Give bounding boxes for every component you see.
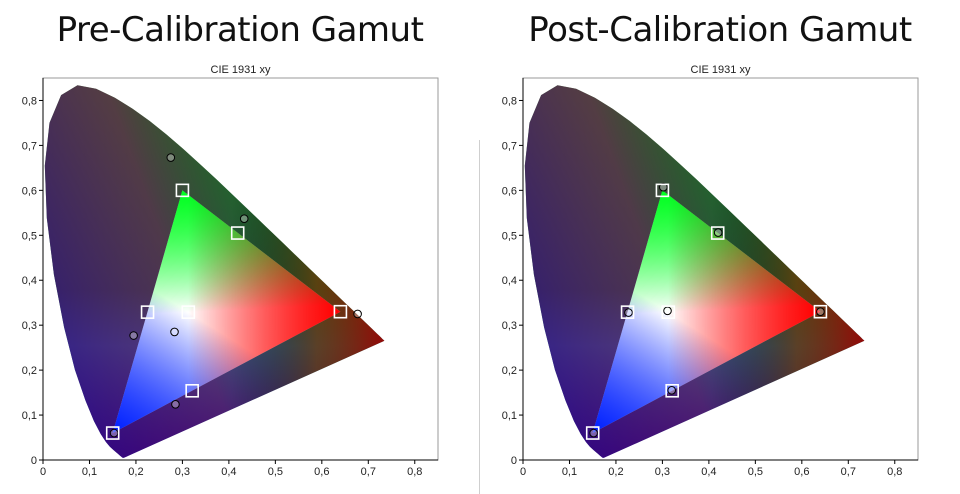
measured-point-red — [816, 307, 825, 316]
x-tick-label: 0,1 — [562, 466, 577, 478]
target-point-yellow — [710, 226, 725, 240]
measured-point-green — [166, 153, 176, 162]
measured-point-yellow — [713, 228, 723, 237]
x-tick-label: 0,8 — [887, 466, 902, 478]
pre-calibration-panel: Pre-Calibration Gamut 0 0,1 0,2 0,3 0,4 0,5 0,… — [22, 10, 439, 478]
panel-divider — [479, 140, 480, 494]
target-point-cyan — [140, 305, 155, 319]
x-tick-label: 0,6 — [314, 466, 329, 478]
panel-heading: Pre-Calibration Gamut — [56, 10, 424, 50]
y-tick-label: 0,8 — [502, 95, 517, 107]
measured-point-cyan — [624, 308, 633, 317]
target-point-red — [333, 304, 348, 319]
x-tick-label: 0,2 — [128, 466, 143, 478]
panel-heading: Post-Calibration Gamut — [528, 10, 912, 50]
x-tick-label: 0,3 — [175, 466, 190, 478]
cie-chart-pre: 0 0,1 0,2 0,3 0,4 0,5 0,6 0,7 0,8 0 0,1 0,2 0,3 0,4 0,… — [22, 64, 439, 478]
y-tick-label: 0,8 — [22, 95, 37, 107]
y-tick-label: 0 — [31, 455, 37, 467]
target-point-green — [175, 183, 190, 198]
measured-point-magenta — [171, 399, 180, 409]
x-tick-label: 0,5 — [268, 466, 283, 478]
target-point-magenta — [665, 383, 679, 398]
measured-point-yellow — [239, 214, 249, 223]
x-tick-label: 0,2 — [608, 466, 623, 478]
y-tick-label: 0,1 — [502, 410, 517, 422]
target-point-green — [655, 183, 670, 198]
cie-chart-post: 0 0,1 0,2 0,3 0,4 0,5 0,6 0,7 0,8 0 0,1 0,2 0,3 0,4 0,… — [502, 64, 919, 478]
y-tick-label: 0,6 — [22, 185, 37, 197]
post-calibration-panel: Post-Calibration Gamut 0 0,1 0,2 0,3 0,4 0,5 0… — [480, 0, 960, 494]
target-point-cyan — [620, 305, 635, 319]
target-point-white — [181, 305, 196, 319]
plot-title: CIE 1931 xy — [211, 64, 271, 76]
measured-point-blue — [109, 428, 119, 438]
measured-point-red — [353, 309, 362, 319]
gamut-triangle-shading — [112, 190, 341, 433]
x-tick-label: 0,3 — [655, 466, 670, 478]
target-point-yellow — [230, 226, 245, 240]
x-tick-label: 0,6 — [794, 466, 809, 478]
x-tick-label: 0,4 — [701, 466, 716, 478]
y-tick-label: 0 — [511, 455, 517, 467]
y-tick-label: 0,5 — [22, 230, 37, 242]
y-tick-label: 0,7 — [22, 140, 37, 152]
x-tick-label: 0,4 — [221, 466, 236, 478]
measured-point-cyan — [129, 331, 138, 340]
y-tick-label: 0,2 — [22, 365, 37, 377]
y-tick-label: 0,5 — [502, 230, 517, 242]
x-tick-label: 0,7 — [841, 466, 856, 478]
x-tick-label: 0 — [40, 466, 46, 478]
measured-point-white — [170, 327, 179, 337]
target-point-magenta — [185, 383, 199, 398]
target-point-white — [661, 305, 676, 319]
y-tick-label: 0,1 — [22, 410, 37, 422]
target-point-blue — [585, 426, 600, 440]
plot-title: CIE 1931 xy — [691, 64, 751, 76]
x-tick-label: 0,7 — [361, 466, 376, 478]
target-point-red — [813, 304, 828, 319]
y-tick-label: 0,3 — [502, 320, 517, 332]
y-tick-label: 0,4 — [22, 275, 37, 287]
x-tick-label: 0,5 — [748, 466, 763, 478]
target-point-blue — [105, 426, 120, 440]
y-tick-label: 0,3 — [22, 320, 37, 332]
y-tick-label: 0,6 — [502, 185, 517, 197]
measured-point-magenta — [667, 386, 677, 395]
y-tick-label: 0,7 — [502, 140, 517, 152]
gamut-triangle-shading — [592, 190, 821, 433]
x-tick-label: 0 — [520, 466, 526, 478]
x-tick-label: 0,8 — [407, 466, 422, 478]
measured-point-white — [663, 306, 672, 316]
y-tick-label: 0,2 — [502, 365, 517, 377]
measured-point-blue — [589, 428, 598, 438]
measured-point-green — [659, 182, 668, 192]
x-tick-label: 0,1 — [82, 466, 97, 478]
y-tick-label: 0,4 — [502, 275, 517, 287]
